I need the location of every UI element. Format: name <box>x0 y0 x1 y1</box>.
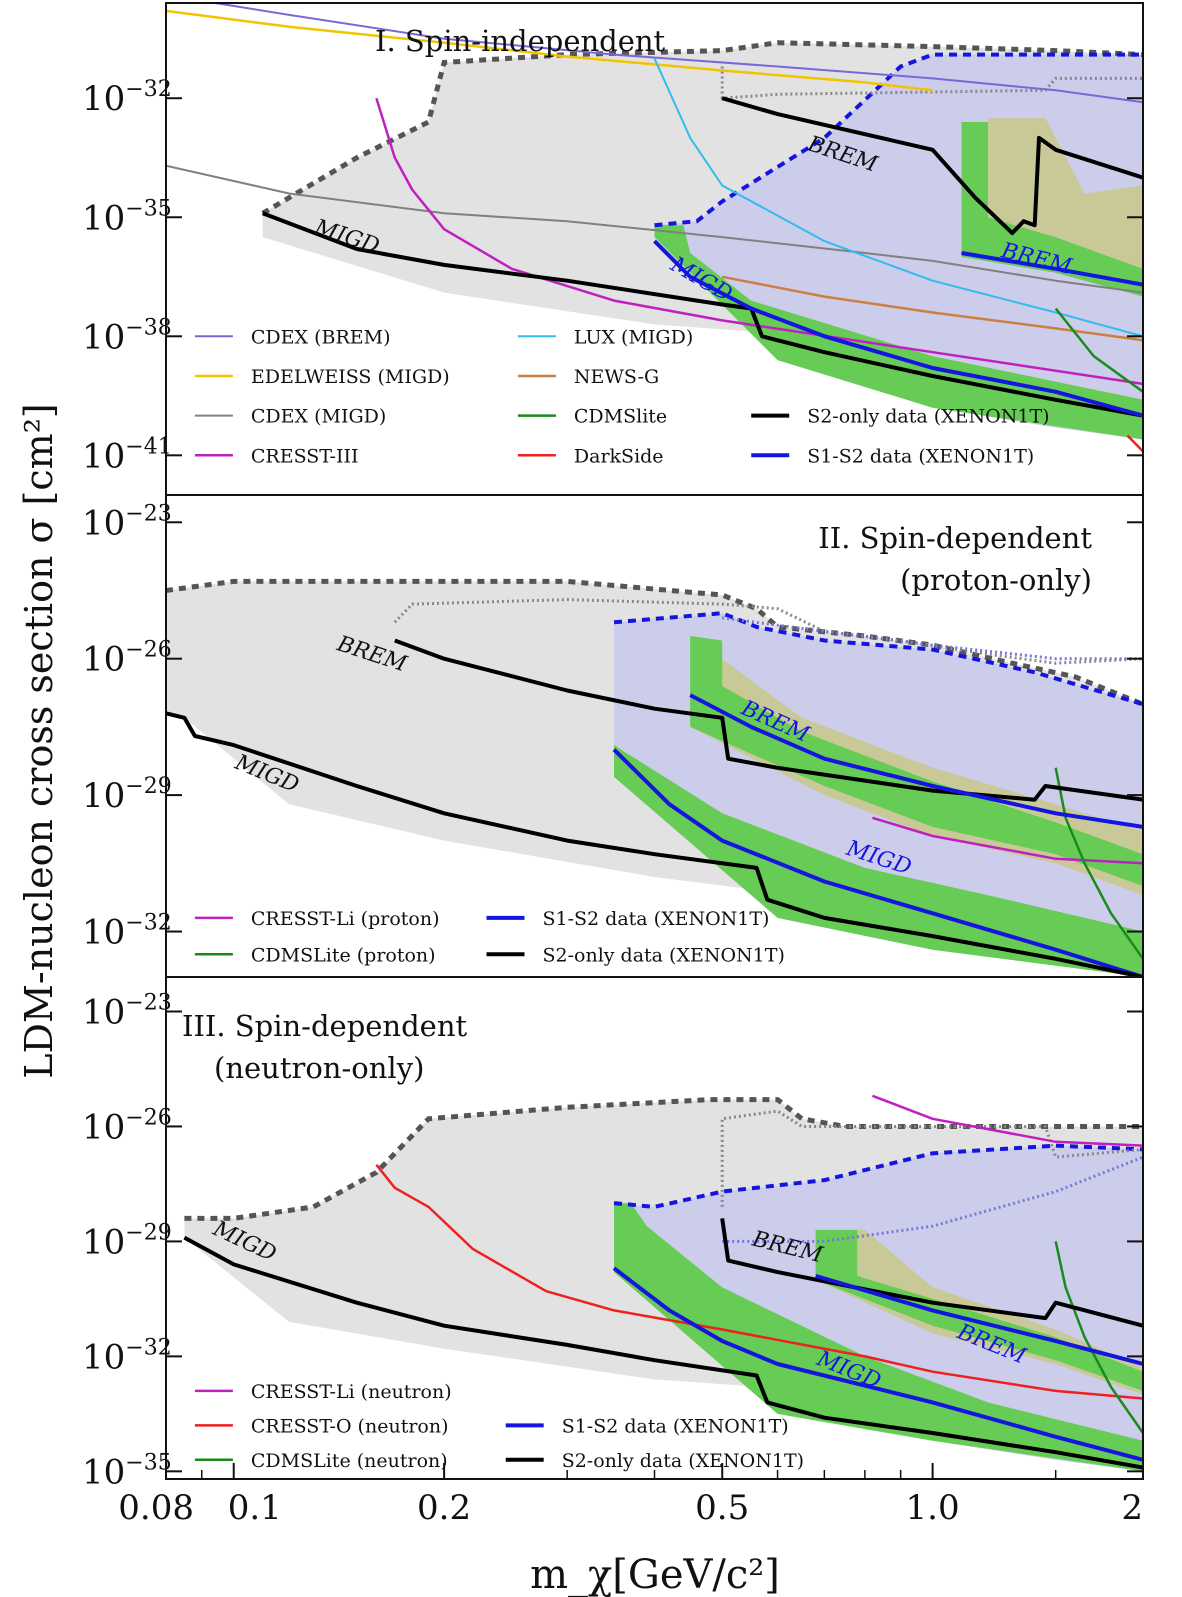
legend-label: CDMSLite (proton) <box>251 944 436 966</box>
limit-curve-cdex-brem <box>208 3 1143 104</box>
legend-label: S1-S2 data (XENON1T) <box>562 1415 789 1437</box>
limit-curve-s1s2 <box>612 748 1143 977</box>
limit-curve-s1s2 <box>815 1273 1143 1366</box>
x-axis-label: m_χ[GeV/c²] <box>530 1552 780 1597</box>
limit-curve-s2 <box>394 638 1143 802</box>
exclusion-region-green <box>614 745 1143 977</box>
limit-curve-darkside <box>375 1164 1143 1400</box>
limit-curve-s1s2 <box>961 251 1143 287</box>
exclusion-region-olive <box>988 118 1143 269</box>
limit-curve-cdmslite <box>1054 307 1143 393</box>
limit-curve-cdmslite <box>1054 1241 1143 1434</box>
x-tick-label: 1.0 <box>906 1488 960 1528</box>
legend-label: CRESST-Li (proton) <box>251 908 440 930</box>
legend-label: CDEX (BREM) <box>251 326 391 348</box>
y-tick-label: 10−26 <box>82 1106 172 1148</box>
legend-label: CDMSLite (neutron) <box>251 1450 448 1472</box>
region-boundary-dot-blue <box>722 1155 1143 1243</box>
limit-curve-s2 <box>183 1235 1143 1470</box>
x-axis: 0.08 0.1 0.2 0.5 1.0 2 <box>118 1463 1144 1528</box>
panel-frames <box>165 2 1144 1480</box>
y-tick-label: 10−23 <box>82 501 172 543</box>
y-tick-label: 10−32 <box>82 911 172 953</box>
exclusion-region-green <box>815 1229 1143 1391</box>
x-tick-label: 2 <box>1121 1488 1143 1528</box>
legend-label: S1-S2 data (XENON1T) <box>807 445 1034 467</box>
limit-curve-newsg <box>721 275 1143 342</box>
limit-curve-cdmslite <box>1054 767 1143 960</box>
limit-curve-edelweiss <box>166 9 933 92</box>
limit-curve-cresst <box>872 816 1143 865</box>
legend-label: S1-S2 data (XENON1T) <box>543 908 770 930</box>
region-boundary-dash-grey <box>261 40 1143 216</box>
y-tick-label: 10−41 <box>82 434 172 476</box>
x-tick-label: 0.1 <box>228 1488 282 1528</box>
y-tick-label: 10−26 <box>82 638 172 680</box>
legend-label: NEWS-G <box>574 366 659 388</box>
limit-curve-cresst <box>871 1094 1143 1147</box>
region-boundary-dash-blue <box>654 52 1143 228</box>
limit-curve-s1s2 <box>689 693 1143 829</box>
legend-label: S2-only data (XENON1T) <box>807 406 1049 428</box>
legend-label: DarkSide <box>574 445 664 467</box>
limit-curve-s2 <box>721 96 1143 236</box>
x-tick-label: 0.2 <box>417 1488 471 1528</box>
limit-curve-s2 <box>720 1218 1143 1328</box>
y-tick-label: 10−35 <box>82 1450 172 1492</box>
region-boundary-dot-blue <box>722 616 1143 661</box>
panel-title: (proton-only) <box>900 563 1092 597</box>
x-tick-label: 0.5 <box>695 1488 749 1528</box>
panel-title: II. Spin-dependent <box>818 521 1092 555</box>
legend-label: S2-only data (XENON1T) <box>562 1450 804 1472</box>
legend-label: CDMSlite <box>574 406 667 428</box>
region-boundary-dash-blue <box>613 1143 1143 1209</box>
limit-curve-s1s2 <box>653 239 1143 418</box>
y-tick-label: 10−38 <box>82 315 172 357</box>
region-boundary-dash-grey <box>166 578 1143 707</box>
exclusion-region-green <box>961 122 1143 297</box>
legend-label: CRESST-O (neutron) <box>251 1415 449 1437</box>
region-boundary-dot-grey <box>393 598 1143 665</box>
region-boundary-dash-blue <box>613 611 1143 707</box>
legend-label: S2-only data (XENON1T) <box>543 944 785 966</box>
limit-curve-cdex-migd <box>166 164 1143 294</box>
region-boundary-dot-grey <box>720 66 1143 100</box>
legend-label: CRESST-III <box>251 445 359 467</box>
exclusion-region-green <box>690 636 1143 887</box>
limit-curve-cresst <box>375 97 1143 386</box>
legend-spin-dependent-proton: CRESST-Li (proton) CDMSLite (proton) S1-S2… <box>194 908 785 966</box>
legend-label: CRESST-Li (neutron) <box>251 1381 452 1403</box>
x-tick-label: 0.08 <box>118 1488 194 1528</box>
y-tick-label: 10−29 <box>82 1220 172 1262</box>
legend-label: LUX (MIGD) <box>574 326 693 348</box>
limit-curve-s2 <box>166 711 1143 977</box>
limit-curve-s1s2 <box>612 1266 1143 1462</box>
limit-curve-lux <box>653 58 1143 338</box>
legend-spin-dependent-neutron: CRESST-Li (neutron) CRESST-O (neutron) CDM… <box>194 1381 804 1472</box>
y-tick-label: 10−35 <box>82 196 172 238</box>
legend-label: CDEX (MIGD) <box>251 406 386 428</box>
legend-label: EDELWEISS (MIGD) <box>251 366 450 388</box>
panel-title: (neutron-only) <box>214 1051 424 1085</box>
panel-title: I. Spin-independent <box>375 24 666 58</box>
y-tick-label: 10−32 <box>82 1335 172 1377</box>
y-axis-label: LDM-nucleon cross section σ [cm²] <box>17 403 61 1079</box>
limit-curve-darkside <box>1126 434 1143 453</box>
legend-spin-independent: CDEX (BREM) EDELWEISS (MIGD) CDEX (MIGD) CR… <box>194 326 1050 467</box>
y-tick-label: 10−29 <box>82 774 172 816</box>
panel-title: III. Spin-dependent <box>182 1009 468 1043</box>
y-tick-label: 10−32 <box>82 77 172 119</box>
y-tick-label: 10−23 <box>82 991 172 1033</box>
